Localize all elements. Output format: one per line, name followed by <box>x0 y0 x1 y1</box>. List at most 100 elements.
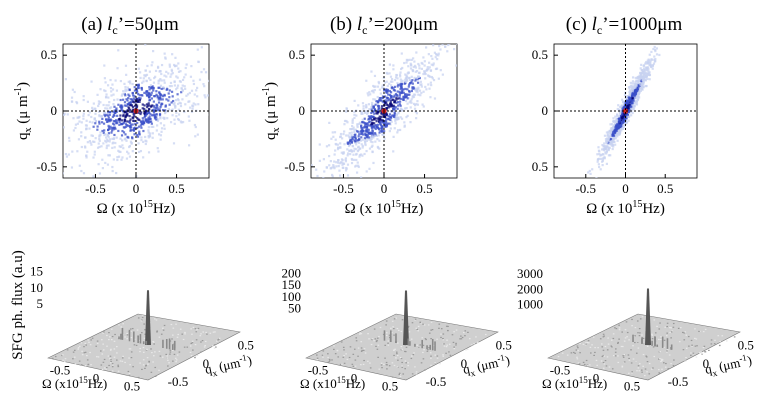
density-point <box>353 99 356 102</box>
density-point <box>173 104 177 107</box>
density-point <box>428 61 431 64</box>
density-point <box>165 75 168 78</box>
surface-speck <box>158 369 160 371</box>
y3d-tick-label: -0.5 <box>168 374 189 389</box>
density-point <box>639 77 643 80</box>
density-point <box>385 125 388 128</box>
y-tick-label: 0.5 <box>289 47 305 62</box>
density-point <box>371 144 374 147</box>
density-point <box>312 191 314 193</box>
density-point <box>88 127 91 130</box>
density-point <box>617 133 620 136</box>
surface-speck <box>391 362 394 364</box>
density-point <box>396 117 399 121</box>
surface-speck <box>442 333 445 335</box>
surface-speck <box>653 355 656 358</box>
x3d-tick-label: 0 <box>351 371 358 386</box>
density-point <box>378 131 381 134</box>
density-point <box>140 122 143 125</box>
density-point <box>630 98 634 101</box>
density-point <box>98 114 101 117</box>
density-point <box>111 165 114 169</box>
density-point <box>125 139 128 142</box>
density-point <box>204 96 207 99</box>
surface-texture <box>557 316 736 377</box>
surface-speck <box>142 346 145 349</box>
surface-speck <box>599 338 602 340</box>
density-point <box>107 126 111 129</box>
density-point <box>348 143 351 146</box>
density-point <box>200 70 203 74</box>
density-point <box>91 106 94 109</box>
density-point <box>455 64 457 67</box>
density-point <box>433 97 437 100</box>
density-point <box>639 73 642 76</box>
density-point <box>609 134 613 137</box>
density-point <box>598 152 601 156</box>
x3d-tick-label: -0.5 <box>308 363 329 378</box>
density-point <box>596 158 599 161</box>
density-point <box>358 121 362 124</box>
density-point <box>606 143 609 146</box>
surface-speck <box>346 358 349 361</box>
density-point <box>337 146 340 150</box>
surface-speck <box>663 346 665 348</box>
surface-speck <box>393 318 396 320</box>
density-point <box>159 138 162 141</box>
density-point <box>404 93 407 96</box>
density-point <box>345 110 348 113</box>
surface-speck <box>696 345 698 347</box>
density-point <box>132 97 135 100</box>
density-point <box>129 82 132 85</box>
density-point <box>412 93 416 96</box>
density-point <box>194 135 197 138</box>
surface-speck <box>638 370 641 372</box>
density-point <box>419 80 422 83</box>
density-point <box>172 142 176 145</box>
density-point <box>354 148 357 151</box>
density-point <box>611 142 614 145</box>
density-point <box>650 65 653 69</box>
density-point <box>141 81 144 84</box>
density-point <box>351 118 354 121</box>
density-point <box>429 81 432 84</box>
density-point <box>638 79 641 82</box>
surface-speck <box>331 359 333 361</box>
density-point <box>379 117 382 121</box>
surface-speck <box>191 333 193 335</box>
density-point <box>128 115 131 118</box>
density-point <box>612 130 615 133</box>
surface-speck <box>374 338 377 340</box>
density-point <box>159 69 162 73</box>
density-point <box>115 120 118 123</box>
density-point <box>371 104 374 107</box>
density-point <box>190 89 194 92</box>
density-point <box>139 149 143 153</box>
density-point <box>620 122 623 125</box>
density-point <box>415 87 418 90</box>
surface-speck <box>399 356 402 359</box>
density-point <box>156 147 159 150</box>
density-point <box>603 144 606 147</box>
surface-speck <box>106 345 108 347</box>
z-axis-label: SFG ph. flux (a.u) <box>10 250 26 360</box>
surface-speck <box>137 317 140 319</box>
surface-speck <box>145 365 147 367</box>
density-point <box>140 126 143 129</box>
surface-speck <box>64 358 67 360</box>
surface-speck <box>152 341 155 343</box>
surface-speck <box>436 357 439 359</box>
surface-speck <box>663 339 666 341</box>
density-point <box>396 85 399 88</box>
surface-speck <box>214 331 216 333</box>
density-point <box>428 66 431 69</box>
density-point <box>345 167 348 170</box>
density-point <box>146 94 149 97</box>
density-point <box>616 113 619 116</box>
density-point <box>148 98 152 102</box>
surface-speck <box>173 353 176 356</box>
surface-speck <box>428 347 430 349</box>
surface-speck <box>648 362 651 365</box>
density-point <box>368 136 371 139</box>
density-point <box>175 75 178 78</box>
